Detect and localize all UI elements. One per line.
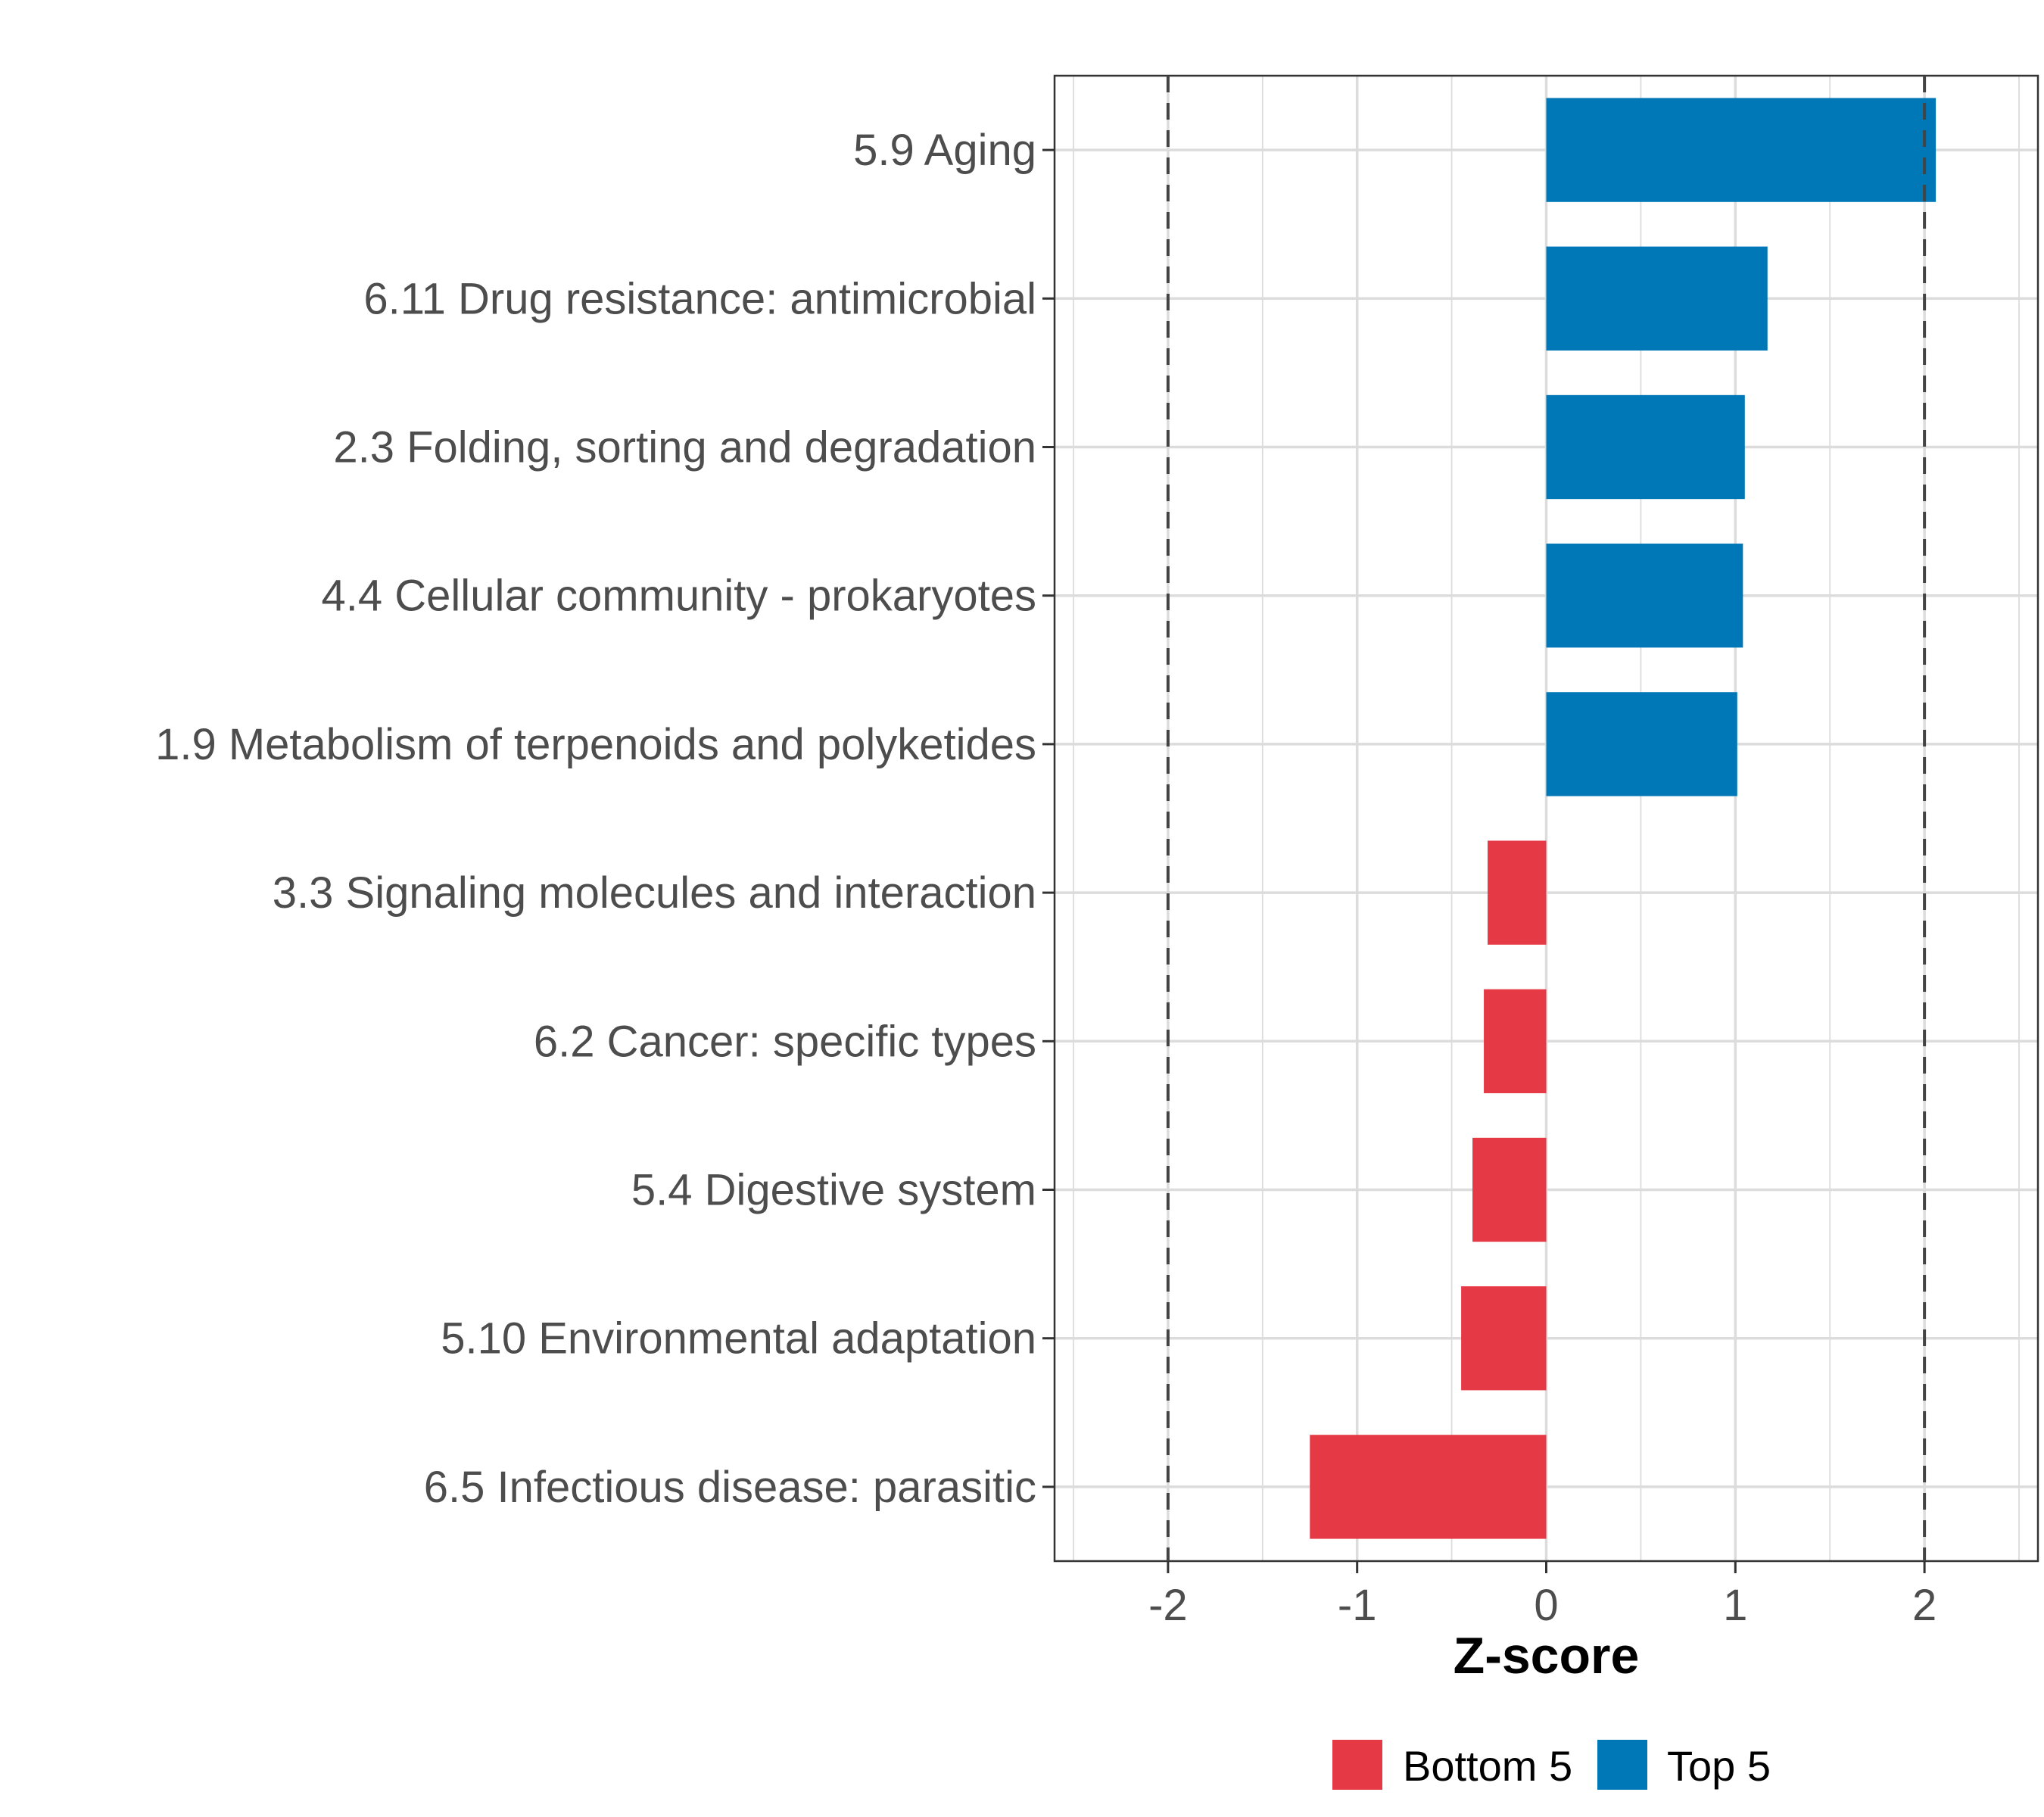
bar-5-10-environmental-adaptation	[1461, 1286, 1547, 1391]
x-tick-label: 1	[1723, 1581, 1747, 1630]
x-tick-label: 2	[1912, 1581, 1937, 1630]
bar-5-9-aging	[1546, 98, 1937, 202]
y-axis: 5.9 Aging 6.11 Drug resistance: antimicro…	[155, 126, 1055, 1512]
bar-2-3-folding-sorting-and-degradation	[1546, 394, 1745, 500]
y-tick-label: 2.3 Folding, sorting and degradation	[333, 423, 1036, 472]
y-tick-label: 5.9 Aging	[853, 126, 1036, 175]
bar-6-2-cancer-specific-types	[1484, 989, 1547, 1093]
bar-4-4-cellular-community-prokaryotes	[1546, 544, 1743, 648]
bar-6-5-infectious-disease-parasitic	[1310, 1435, 1547, 1539]
y-tick-label: 6.2 Cancer: specific types	[534, 1017, 1036, 1066]
y-tick-label: 3.3 Signaling molecules and interaction	[273, 868, 1036, 918]
bar-3-3-signaling-molecules-and-interaction	[1488, 840, 1547, 945]
legend-label-bottom-5: Bottom 5	[1403, 1742, 1572, 1790]
bar-1-9-metabolism-of-terpenoids-and-polyketides	[1546, 692, 1737, 796]
bar-6-11-drug-resistance-antimicrobial	[1546, 246, 1768, 351]
y-tick-label: 6.11 Drug resistance: antimicrobial	[363, 274, 1036, 323]
legend: Bottom 5 Top 5	[1332, 1740, 1771, 1790]
y-tick-label: 5.10 Environmental adaptation	[441, 1314, 1036, 1364]
x-tick-label: -1	[1338, 1581, 1377, 1630]
legend-label-top-5: Top 5	[1667, 1742, 1771, 1790]
y-tick-label: 5.4 Digestive system	[631, 1166, 1036, 1215]
x-tick-label: -2	[1148, 1581, 1188, 1630]
y-tick-label: 4.4 Cellular community - prokaryotes	[322, 572, 1036, 621]
bars	[1310, 98, 1937, 1539]
x-axis-title: Z-score	[1454, 1627, 1640, 1685]
legend-swatch-bottom-5	[1332, 1740, 1382, 1790]
legend-swatch-top-5	[1597, 1740, 1647, 1790]
x-tick-label: 0	[1534, 1581, 1558, 1630]
reference-lines	[1166, 76, 1927, 1561]
y-tick-label: 1.9 Metabolism of terpenoids and polyket…	[155, 720, 1036, 769]
x-axis: -2 -1 0 1 2	[1148, 1561, 1937, 1630]
y-tick-label: 6.5 Infectious disease: parasitic	[424, 1463, 1036, 1512]
bar-5-4-digestive-system	[1472, 1137, 1547, 1242]
